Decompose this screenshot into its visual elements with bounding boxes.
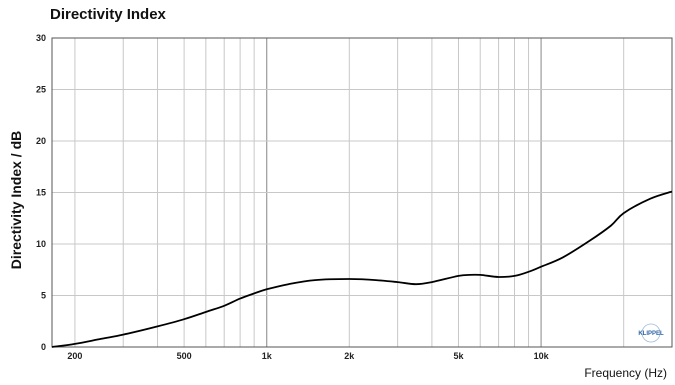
- y-tick-label: 25: [36, 85, 46, 95]
- x-tick-label: 200: [67, 351, 82, 361]
- x-tick-label: 2k: [344, 351, 355, 361]
- grid-lines: [52, 38, 672, 347]
- x-tick-label: 5k: [453, 351, 464, 361]
- svg-text:KLIPPEL: KLIPPEL: [638, 331, 664, 337]
- klippel-logo: KLIPPEL: [638, 323, 664, 343]
- y-tick-label: 15: [36, 188, 46, 198]
- chart-title: Directivity Index: [50, 6, 166, 23]
- y-tick-label: 5: [41, 291, 46, 301]
- directivity-curve: [51, 190, 673, 348]
- y-tick-label: 20: [36, 136, 46, 146]
- x-tick-label: 1k: [262, 351, 273, 361]
- y-tick-label: 0: [41, 342, 46, 352]
- y-tick-label: 10: [36, 239, 46, 249]
- x-tick-label: 500: [177, 351, 192, 361]
- y-tick-labels: 0 5 10 15 20 25 30: [36, 33, 46, 352]
- y-tick-label: 30: [36, 33, 46, 43]
- plot-frame: [51, 37, 673, 348]
- x-tick-labels: 200 500 1k 2k 5k 10k: [67, 351, 549, 361]
- x-tick-label: 10k: [534, 351, 550, 361]
- x-axis-label: Frequency (Hz): [584, 366, 667, 380]
